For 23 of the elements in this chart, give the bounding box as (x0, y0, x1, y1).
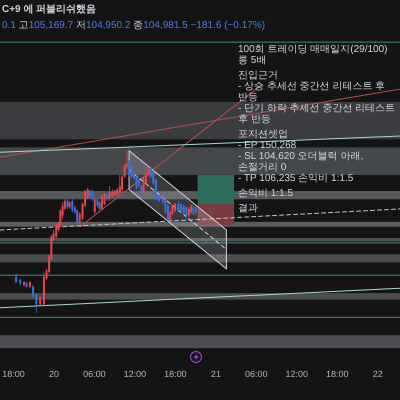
annotation: 포지션셋업 (238, 129, 288, 140)
x-tick-label: 21 (210, 369, 221, 379)
annotation: 손익비 1:1.5 (238, 188, 294, 199)
annotation: - SL 104,620 오더블럭 아래, (238, 151, 364, 162)
x-tick-label: 06:00 (83, 369, 106, 379)
x-tick-label: 18:00 (2, 369, 25, 379)
x-tick-label: 12:00 (286, 369, 308, 379)
x-tick-label: 22 (372, 369, 383, 379)
annotation: 후 반등 (238, 114, 271, 125)
x-tick-label: 06:00 (245, 369, 268, 379)
annotation: 손절거리 0 (238, 162, 286, 173)
annotation: 100회 트레이딩 매매일지(29/100) (238, 44, 388, 55)
x-tick-label: 18:00 (164, 369, 187, 379)
annotation: - TP 106,235 손익비 1:1.5 (238, 173, 354, 184)
subtitle: 0.1 고105,169.7 저104,950.2 종104,981.5 −181.6 (−0.17%) (2, 20, 266, 31)
x-tick-label: 18:00 (326, 369, 349, 379)
annotation: 결과 (238, 203, 258, 214)
x-tick-label: 20 (48, 369, 59, 379)
annotation: - EP 150,268 (238, 140, 296, 151)
x-tick-label: 12:00 (124, 369, 146, 379)
title: C+9 에 퍼블리쉬했음 (2, 4, 96, 15)
annotation: 롱 5배 (238, 55, 266, 66)
annotation: 진입근거 (238, 70, 278, 81)
